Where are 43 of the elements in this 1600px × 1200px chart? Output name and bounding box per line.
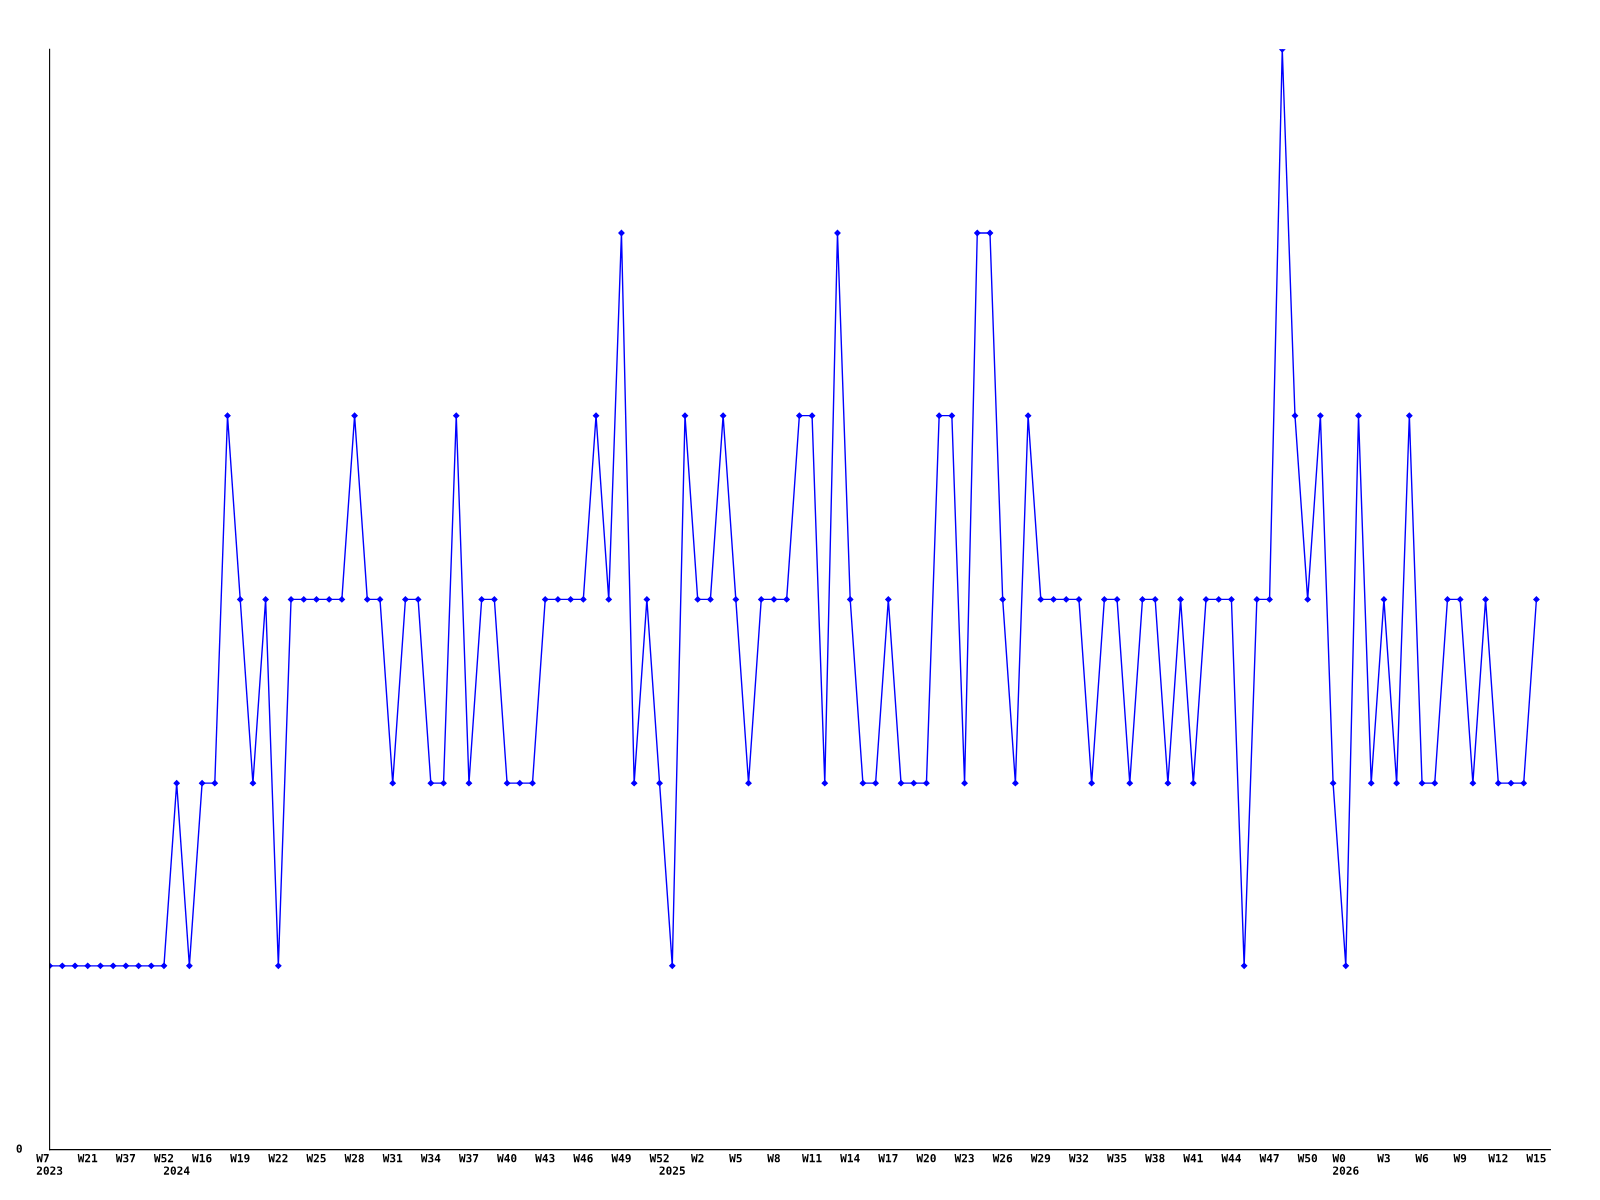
x-tick-label: W44 xyxy=(1221,1154,1241,1163)
x-tick-label: W25 xyxy=(306,1153,326,1163)
x-tick-label: W3 xyxy=(1377,1153,1390,1163)
x-tick-label: W15 xyxy=(1526,1154,1546,1163)
x-tick-label: W0 2026 xyxy=(1332,1153,1359,1175)
x-tick-label: W32 xyxy=(1068,1153,1089,1163)
x-tick-label: W7 2023 xyxy=(36,1154,63,1175)
x-tick-label: W40 xyxy=(497,1153,517,1163)
x-tick-label: W50 xyxy=(1297,1153,1318,1163)
x-tick-label: W5 xyxy=(729,1154,742,1163)
x-tick-label: W38 xyxy=(1145,1153,1165,1163)
x-tick-label: W43 xyxy=(535,1153,555,1163)
x-tick-label: W11 xyxy=(802,1154,822,1163)
x-tick-label: W37 xyxy=(115,1153,136,1163)
x-tick-label: W6 xyxy=(1415,1153,1429,1163)
x-tick-label: W49 xyxy=(611,1154,631,1163)
x-tick-label: W20 xyxy=(916,1153,936,1163)
x-tick-label: W23 xyxy=(954,1153,974,1163)
x-tick-label: W31 xyxy=(382,1153,403,1163)
x-tick-label: W21 xyxy=(77,1153,98,1163)
x-tick-label: W41 xyxy=(1183,1154,1203,1163)
x-tick-label: W22 xyxy=(268,1153,288,1163)
x-tick-label: W34 xyxy=(420,1153,441,1163)
x-tick-label: W26 xyxy=(992,1153,1013,1163)
x-tick-label: W17 xyxy=(878,1154,898,1163)
x-tick-label: W16 xyxy=(192,1153,212,1163)
x-tick-label: W37 xyxy=(458,1153,479,1163)
x-tick-label: W2 xyxy=(691,1153,704,1163)
text: 0 xyxy=(16,1144,22,1153)
x-tick-label: W46 xyxy=(573,1153,593,1163)
x-tick-label: W12 xyxy=(1488,1153,1508,1163)
x-tick-label: W47 xyxy=(1259,1154,1279,1163)
x-tick-label: 2025 xyxy=(659,1166,685,1175)
x-tick-label: W8 xyxy=(767,1153,780,1163)
x-tick-label: W52 xyxy=(649,1153,669,1163)
x-tick-label: W35 xyxy=(1107,1153,1127,1163)
x-tick-label: W28 xyxy=(344,1153,364,1163)
x-tick-label: 2024 xyxy=(163,1166,190,1175)
x-tick-label: W29 xyxy=(1030,1153,1051,1163)
x-tick-label: W14 xyxy=(840,1154,860,1163)
x-tick-label: W9 xyxy=(1453,1154,1467,1163)
x-tick-label: W52 xyxy=(153,1153,174,1163)
x-tick-label: W19 xyxy=(230,1154,250,1163)
